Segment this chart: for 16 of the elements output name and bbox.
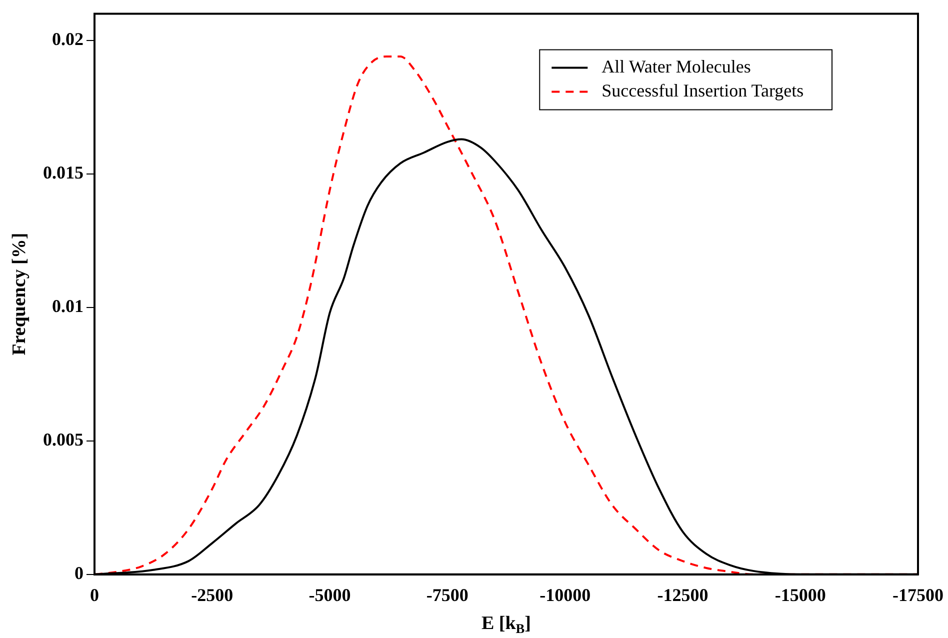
x-tick-label: -10000: [540, 584, 591, 605]
y-tick-label: 0.01: [52, 296, 84, 316]
y-tick-label: 0.015: [43, 162, 84, 183]
y-axis-title: Frequency [%]: [8, 232, 30, 356]
y-tick-label: 0: [74, 563, 84, 584]
x-tick-label: -12500: [657, 584, 708, 605]
x-tick-label: -5000: [308, 584, 351, 605]
x-tick-label: 0: [90, 584, 99, 605]
x-tick-label: -7500: [426, 584, 468, 605]
legend-label: Successful Insertion Targets: [602, 80, 804, 101]
y-tick-label: 0.005: [43, 430, 84, 450]
y-tick-label: 0.02: [52, 29, 84, 50]
x-tick-label: -17500: [892, 584, 944, 605]
x-tick-label: -15000: [774, 584, 826, 605]
x-tick-label: -2500: [191, 584, 234, 605]
legend-label: All Water Molecules: [602, 56, 751, 77]
